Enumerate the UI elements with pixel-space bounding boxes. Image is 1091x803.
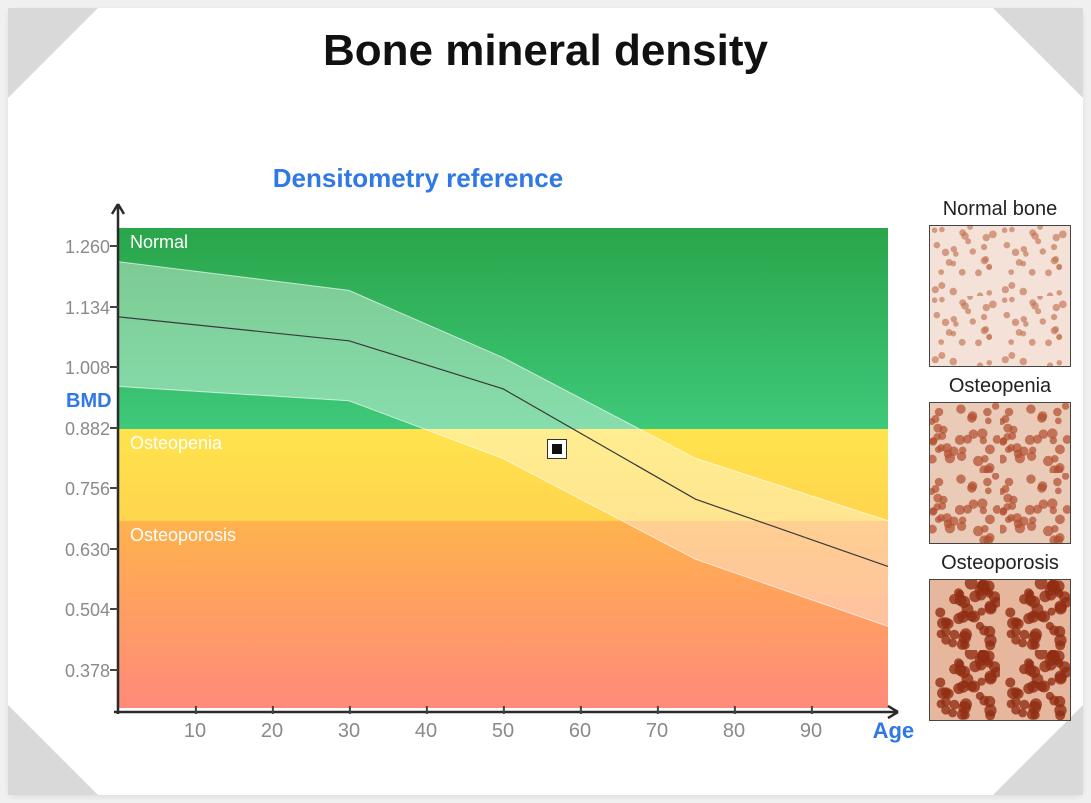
bone-texture-swatch [929, 402, 1071, 544]
x-axis-line [114, 706, 898, 718]
bone-texture-swatch [929, 579, 1071, 721]
slide-card: Bone mineral density Densitometry refere… [8, 8, 1083, 795]
legend-item: Normal bone [914, 198, 1086, 367]
x-tick: 60 [569, 720, 591, 743]
x-tick: 20 [261, 720, 283, 743]
page-title: Bone mineral density [8, 26, 1083, 76]
x-tick: 70 [646, 720, 668, 743]
x-tick: 90 [800, 720, 822, 743]
y-axis-label: BMD [66, 390, 112, 413]
bone-texture-swatch [929, 225, 1071, 367]
legend-label: Osteopenia [914, 375, 1086, 398]
y-tick: 0.504 [38, 600, 110, 621]
y-tick: 1.134 [38, 298, 110, 319]
x-tick: 10 [184, 720, 206, 743]
chart-subtitle: Densitometry reference [8, 163, 828, 194]
legend-column: Normal bone Osteopenia Osteoporosis [914, 198, 1086, 729]
y-tick: 0.378 [38, 661, 110, 682]
x-axis-label: Age [873, 718, 915, 744]
x-tick: 30 [338, 720, 360, 743]
y-tick: 0.630 [38, 540, 110, 561]
chart-container: BMD NormalOsteopeniaOsteoporosis Age 1.2… [38, 198, 898, 758]
y-axis-line [112, 204, 124, 714]
y-tick: 1.260 [38, 237, 110, 258]
legend-label: Normal bone [914, 198, 1086, 221]
legend-item: Osteoporosis [914, 552, 1086, 721]
legend-item: Osteopenia [914, 375, 1086, 544]
y-tick: 1.008 [38, 358, 110, 379]
x-tick: 50 [492, 720, 514, 743]
y-tick: 0.882 [38, 419, 110, 440]
axis-lines [114, 198, 904, 738]
y-tick: 0.756 [38, 479, 110, 500]
x-tick: 40 [415, 720, 437, 743]
x-tick: 80 [723, 720, 745, 743]
legend-label: Osteoporosis [914, 552, 1086, 575]
